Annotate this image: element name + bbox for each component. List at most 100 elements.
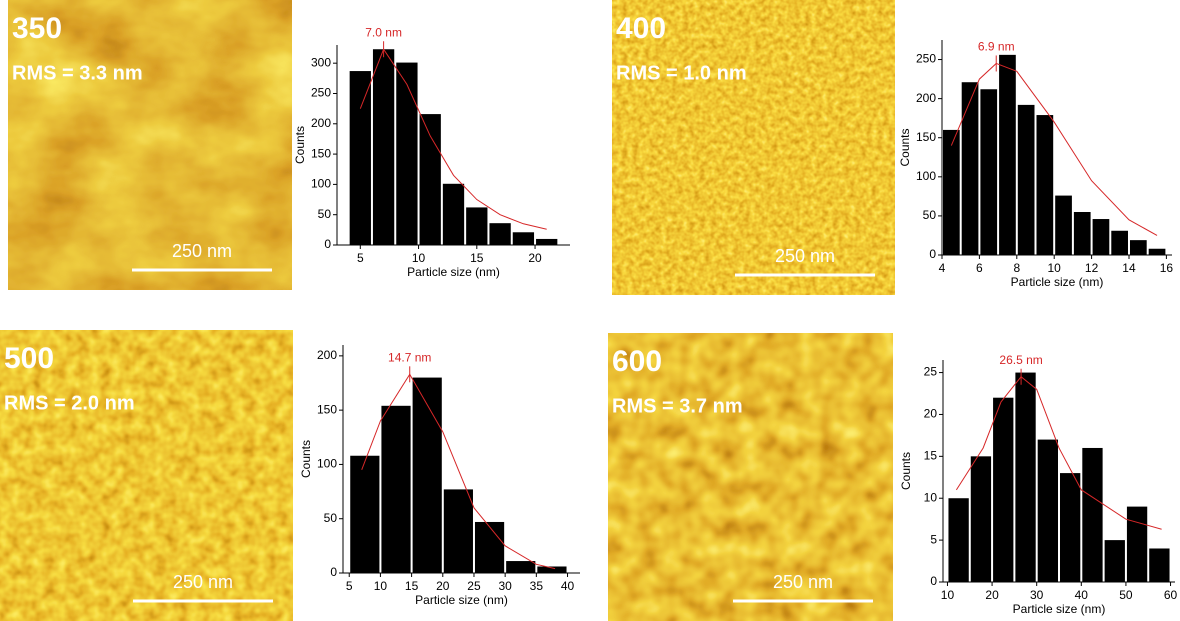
image-label: 400 — [616, 12, 666, 45]
rms-label: RMS = 3.7 nm — [612, 395, 743, 417]
x-tick-label: 40 — [561, 579, 575, 593]
bar — [536, 238, 558, 245]
x-axis-label: Particle size (nm) — [1011, 275, 1104, 289]
x-axis-label: Particle size (nm) — [1013, 602, 1106, 616]
y-tick-label: 0 — [929, 247, 936, 261]
x-tick-label: 12 — [1085, 261, 1099, 275]
x-tick-label: 40 — [1075, 588, 1089, 602]
bar — [993, 397, 1014, 582]
x-tick-label: 4 — [939, 261, 946, 275]
x-tick-label: 15 — [470, 251, 484, 265]
bar — [412, 377, 442, 573]
x-tick-label: 6 — [976, 261, 983, 275]
y-tick-label: 50 — [923, 208, 937, 222]
bar — [1092, 219, 1110, 255]
x-axis-label: Particle size (nm) — [415, 593, 508, 607]
y-axis-label: Counts — [293, 126, 307, 164]
rms-label: RMS = 1.0 nm — [616, 62, 747, 84]
y-tick-label: 100 — [311, 177, 331, 191]
x-tick-label: 20 — [985, 588, 999, 602]
x-tick-label: 5 — [357, 251, 364, 265]
x-tick-label: 20 — [436, 579, 450, 593]
bar — [489, 223, 511, 245]
x-tick-label: 16 — [1160, 261, 1174, 275]
x-tick-label: 60 — [1164, 588, 1178, 602]
bar — [442, 183, 465, 245]
x-tick-label: 5 — [346, 579, 353, 593]
bar — [1126, 506, 1148, 582]
x-tick-label: 10 — [374, 579, 388, 593]
y-tick-label: 0 — [324, 237, 331, 251]
scale-label: 250 nm — [172, 241, 232, 261]
rms-label: RMS = 3.3 nm — [12, 62, 143, 84]
y-tick-label: 15 — [924, 449, 938, 463]
bar — [396, 62, 418, 245]
afm-image — [608, 333, 893, 621]
image-label: 500 — [4, 342, 54, 375]
bar — [466, 207, 488, 245]
y-tick-label: 200 — [311, 116, 331, 130]
x-tick-label: 30 — [498, 579, 512, 593]
bar — [970, 456, 992, 582]
bar — [419, 114, 441, 245]
bar — [1082, 447, 1103, 582]
y-axis-label: Counts — [898, 128, 912, 166]
bar — [537, 566, 567, 573]
y-tick-label: 5 — [930, 532, 937, 546]
y-tick-label: 0 — [330, 565, 337, 579]
histogram-chart: 0 50 100 150 200 250 4 6 8 10 12 14 16 Particle size … — [898, 40, 1173, 290]
fit-curve — [361, 373, 556, 570]
fit-curve — [359, 48, 547, 230]
y-tick-label: 25 — [924, 365, 938, 379]
bar — [999, 54, 1016, 255]
x-tick-label: 25 — [467, 579, 481, 593]
x-tick-label: 35 — [530, 579, 544, 593]
y-tick-label: 10 — [924, 490, 938, 504]
peak-annotation: 7.0 nm — [365, 25, 402, 39]
fit-curve — [950, 62, 1158, 236]
image-label: 350 — [12, 12, 62, 45]
bar — [1129, 240, 1147, 255]
scale-label: 250 nm — [173, 572, 233, 592]
x-tick-label: 14 — [1122, 261, 1136, 275]
y-tick-label: 200 — [916, 91, 936, 105]
x-tick-label: 15 — [405, 579, 419, 593]
bar — [961, 82, 979, 255]
y-axis-label: Counts — [899, 452, 913, 490]
x-tick-label: 20 — [528, 251, 542, 265]
y-tick-label: 250 — [916, 52, 936, 66]
bar — [980, 89, 998, 255]
y-tick-label: 100 — [916, 169, 936, 183]
bar — [512, 232, 535, 245]
x-tick-label: 10 — [941, 588, 955, 602]
y-tick-label: 50 — [324, 511, 338, 525]
scale-label: 250 nm — [773, 572, 833, 592]
histogram-chart: 0 50 100 150 200 250 300 5 10 15 20 Particle size (… — [293, 25, 570, 279]
peak-annotation: 26.5 nm — [999, 353, 1042, 367]
x-axis-label: Particle size (nm) — [407, 265, 500, 279]
y-tick-label: 100 — [317, 457, 337, 471]
fit-curve — [955, 376, 1162, 530]
bar — [1111, 230, 1128, 255]
histogram-chart: 0 5 10 15 20 25 10 20 30 40 50 60 Particle size (nm)… — [899, 353, 1177, 616]
x-tick-label: 10 — [412, 251, 426, 265]
afm-image — [8, 0, 292, 290]
bar — [474, 521, 505, 573]
bar — [381, 405, 411, 573]
y-tick-label: 300 — [311, 55, 331, 69]
bar — [948, 498, 969, 582]
x-tick-label: 30 — [1030, 588, 1044, 602]
bar — [1055, 195, 1072, 255]
rms-label: RMS = 2.0 nm — [4, 392, 135, 414]
bar — [1060, 473, 1081, 582]
x-tick-label: 8 — [1013, 261, 1020, 275]
bar — [350, 455, 380, 573]
bar — [372, 49, 395, 245]
y-tick-label: 200 — [317, 348, 337, 362]
y-tick-label: 150 — [916, 130, 936, 144]
x-tick-label: 50 — [1119, 588, 1133, 602]
bar — [1017, 104, 1035, 256]
bar — [943, 129, 960, 255]
bar — [443, 489, 473, 573]
